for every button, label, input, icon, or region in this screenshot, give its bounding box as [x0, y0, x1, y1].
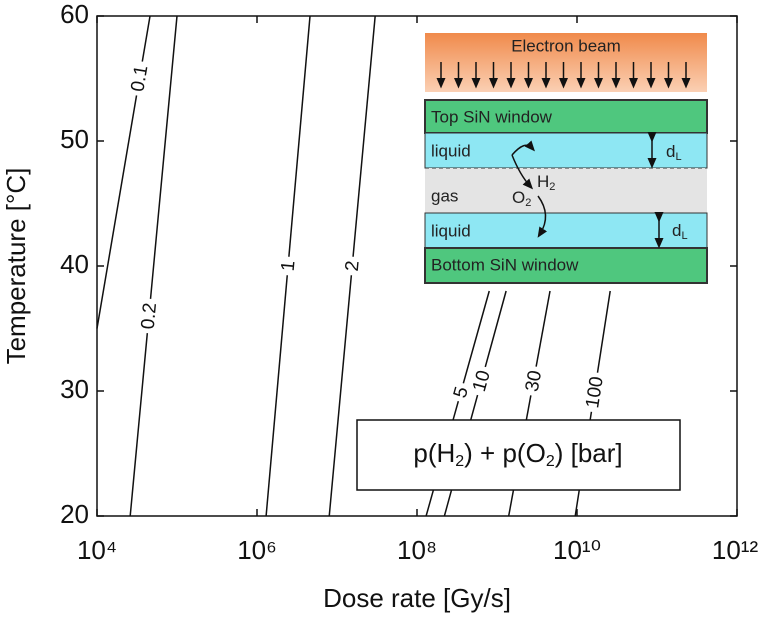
contour-label: 2: [342, 260, 364, 272]
contour-label-group: 100: [580, 370, 609, 414]
contour-label: 30: [522, 369, 546, 394]
t: p(H: [413, 438, 455, 468]
bottom-window-label: Bottom SiN window: [431, 255, 579, 274]
liquid-label: liquid: [431, 141, 471, 160]
x-tick-label: 10⁸: [397, 535, 437, 565]
contour-label: 0.2: [138, 302, 161, 330]
t: d: [672, 221, 681, 240]
x-tick-label: 10¹⁰: [553, 535, 601, 565]
y-tick-label: 40: [60, 249, 89, 279]
contour-label-bg: [466, 364, 496, 398]
x-tick-label: 10⁶: [237, 535, 277, 565]
beam-label: Electron beam: [511, 36, 621, 55]
y-tick-label: 50: [60, 124, 89, 154]
liquid-label: liquid: [431, 221, 471, 240]
contour-label: 1: [278, 260, 300, 272]
diffusion-arrow: [511, 154, 534, 190]
t: 2: [546, 453, 555, 470]
thickness-label: dL: [672, 221, 688, 241]
contour-label-group: 2: [340, 255, 365, 277]
y-tick-label: 30: [60, 374, 89, 404]
y-tick-label: 20: [60, 499, 89, 529]
diffusion-arrow: [511, 140, 535, 156]
contour-label-bg: [580, 370, 609, 414]
contour-label-bg: [136, 297, 162, 335]
y-axis-title: Temperature [°C]: [1, 168, 31, 365]
t: ) + p(O: [464, 438, 546, 468]
contour-label-bg: [125, 59, 154, 98]
o2-label: O2: [512, 188, 531, 208]
h2-label: H2: [537, 172, 555, 192]
contour-label-bg: [276, 255, 300, 277]
contour-label-group: 0.2: [136, 297, 162, 335]
thickness-label: dL: [666, 142, 682, 162]
liquid-top: [424, 132, 708, 169]
gas-label: gas: [431, 186, 458, 205]
bottom-window: [424, 247, 708, 284]
t: H: [537, 172, 549, 191]
contour-label-group: 1: [276, 255, 300, 277]
x-tick-label: 10¹²: [712, 535, 759, 565]
contour-line: [129, 15, 178, 517]
contour-label-group: 10: [466, 364, 496, 398]
contour-label-bg: [340, 255, 365, 277]
contour-label: 100: [582, 375, 608, 410]
t: L: [681, 230, 687, 242]
contour-label-bg: [447, 380, 474, 405]
contour-label: 0.1: [127, 64, 152, 94]
inset-diagram: Electron beam Top SiN window liquid gas …: [420, 28, 712, 288]
t: O: [512, 188, 525, 207]
t: d: [666, 142, 675, 161]
contour-label-group: 30: [520, 364, 547, 398]
plot-frame: [96, 15, 738, 517]
legend-title: p(H2) + p(O2) [bar]: [413, 438, 622, 470]
contour-label-group: 0.1: [125, 59, 154, 98]
t: L: [675, 151, 681, 163]
t: ) [bar]: [555, 438, 623, 468]
gas-layer: [425, 168, 707, 213]
x-axis-title: Dose rate [Gy/s]: [323, 583, 511, 613]
contour-label-group: 5: [447, 380, 474, 405]
t: 2: [525, 197, 531, 209]
y-tick-label: 60: [60, 0, 89, 29]
t: 2: [455, 453, 464, 470]
top-window-label: Top SiN window: [431, 107, 553, 126]
contour-label-bg: [520, 364, 547, 398]
legend-box: [356, 419, 681, 491]
x-tick-label: 10⁴: [77, 535, 117, 565]
t: 2: [549, 181, 555, 193]
diffusion-arrow: [537, 195, 548, 238]
